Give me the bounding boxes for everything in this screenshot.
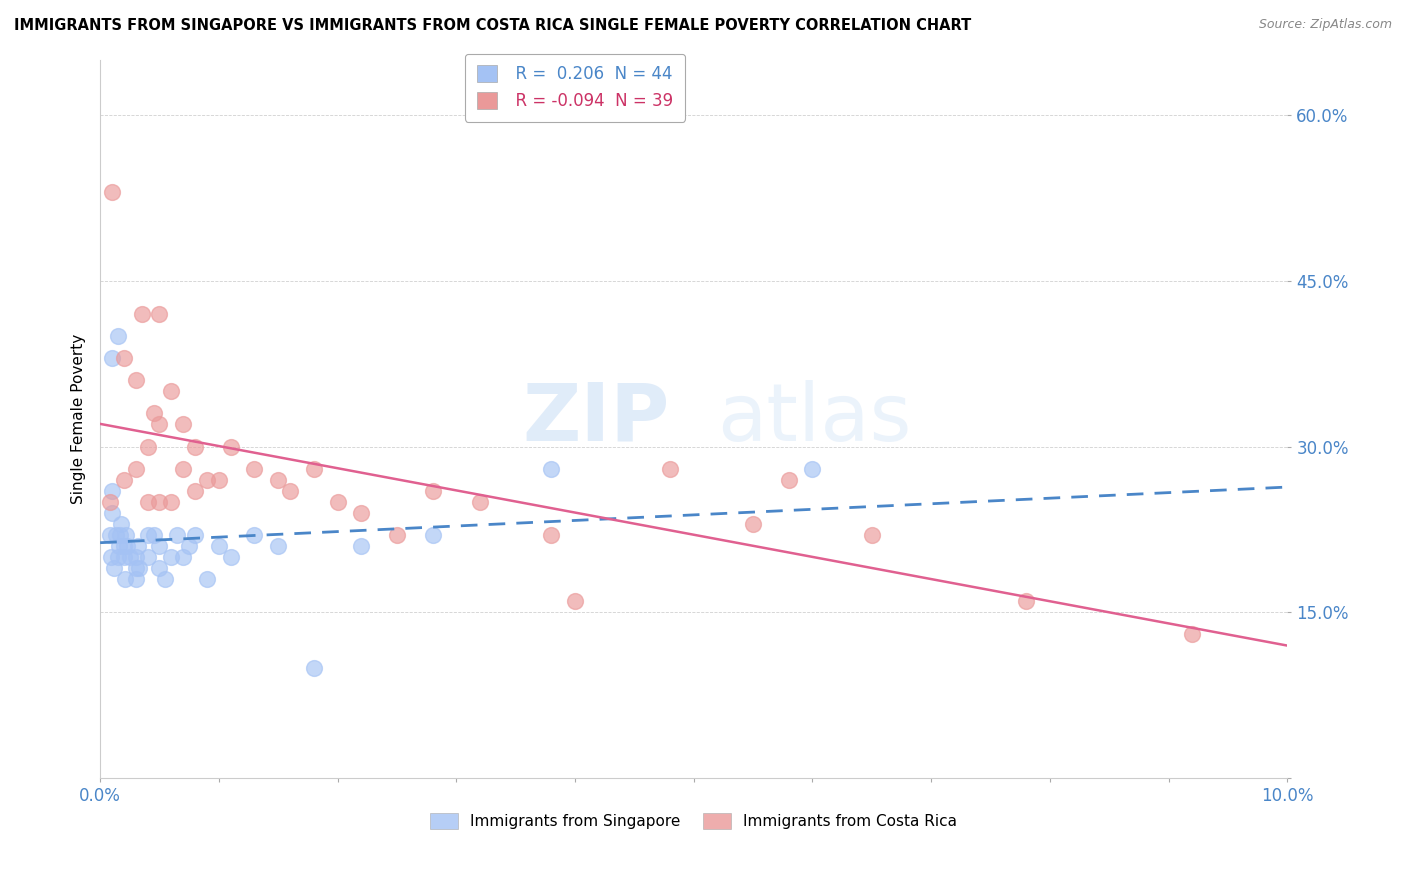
- Point: [148, 561, 170, 575]
- Point: [110, 516, 132, 531]
- Point: [184, 483, 207, 498]
- Point: [422, 483, 444, 498]
- Point: [125, 461, 148, 475]
- Point: [160, 550, 183, 565]
- Point: [267, 473, 290, 487]
- Point: [125, 572, 148, 586]
- Point: [422, 528, 444, 542]
- Point: [778, 473, 800, 487]
- Point: [117, 539, 139, 553]
- Point: [148, 307, 170, 321]
- Point: [112, 473, 135, 487]
- Point: [160, 495, 183, 509]
- Point: [125, 550, 148, 565]
- Point: [243, 461, 266, 475]
- Text: atlas: atlas: [717, 380, 912, 458]
- Point: [118, 550, 141, 565]
- Point: [136, 495, 159, 509]
- Point: [243, 528, 266, 542]
- Text: ZIP: ZIP: [523, 380, 671, 458]
- Point: [125, 561, 148, 575]
- Point: [107, 329, 129, 343]
- Point: [107, 550, 129, 565]
- Point: [98, 528, 121, 542]
- Point: [172, 550, 194, 565]
- Text: IMMIGRANTS FROM SINGAPORE VS IMMIGRANTS FROM COSTA RICA SINGLE FEMALE POVERTY CO: IMMIGRANTS FROM SINGAPORE VS IMMIGRANTS …: [14, 18, 972, 33]
- Point: [136, 528, 159, 542]
- Point: [468, 495, 491, 509]
- Point: [125, 373, 148, 387]
- Point: [860, 528, 883, 542]
- Point: [103, 561, 125, 575]
- Point: [267, 539, 290, 553]
- Text: Source: ZipAtlas.com: Source: ZipAtlas.com: [1258, 18, 1392, 31]
- Point: [131, 307, 153, 321]
- Point: [350, 506, 373, 520]
- Point: [540, 528, 562, 542]
- Point: [195, 572, 218, 586]
- Point: [114, 572, 136, 586]
- Point: [101, 351, 124, 365]
- Point: [208, 539, 231, 553]
- Point: [278, 483, 301, 498]
- Point: [142, 406, 165, 420]
- Point: [98, 495, 121, 509]
- Y-axis label: Single Female Poverty: Single Female Poverty: [72, 334, 86, 504]
- Point: [219, 440, 242, 454]
- Point: [302, 461, 325, 475]
- Point: [385, 528, 408, 542]
- Point: [160, 384, 183, 399]
- Point: [172, 417, 194, 432]
- Point: [184, 528, 207, 542]
- Point: [350, 539, 373, 553]
- Point: [219, 550, 242, 565]
- Point: [148, 417, 170, 432]
- Point: [104, 528, 127, 542]
- Point: [112, 539, 135, 553]
- Point: [136, 440, 159, 454]
- Point: [179, 539, 201, 553]
- Point: [142, 528, 165, 542]
- Point: [302, 661, 325, 675]
- Point: [112, 351, 135, 365]
- Point: [742, 516, 765, 531]
- Point: [166, 528, 188, 542]
- Point: [564, 594, 586, 608]
- Point: [148, 495, 170, 509]
- Point: [659, 461, 682, 475]
- Point: [208, 473, 231, 487]
- Point: [100, 550, 122, 565]
- Point: [101, 186, 124, 200]
- Point: [540, 461, 562, 475]
- Point: [1015, 594, 1038, 608]
- Point: [1181, 627, 1204, 641]
- Point: [128, 561, 150, 575]
- Point: [326, 495, 349, 509]
- Point: [172, 461, 194, 475]
- Point: [195, 473, 218, 487]
- Point: [136, 550, 159, 565]
- Point: [127, 539, 149, 553]
- Point: [801, 461, 824, 475]
- Point: [112, 550, 135, 565]
- Point: [101, 506, 124, 520]
- Point: [110, 528, 132, 542]
- Point: [148, 539, 170, 553]
- Legend: Immigrants from Singapore, Immigrants from Costa Rica: Immigrants from Singapore, Immigrants fr…: [425, 807, 963, 835]
- Point: [184, 440, 207, 454]
- Point: [155, 572, 177, 586]
- Point: [108, 539, 131, 553]
- Point: [101, 483, 124, 498]
- Point: [115, 528, 138, 542]
